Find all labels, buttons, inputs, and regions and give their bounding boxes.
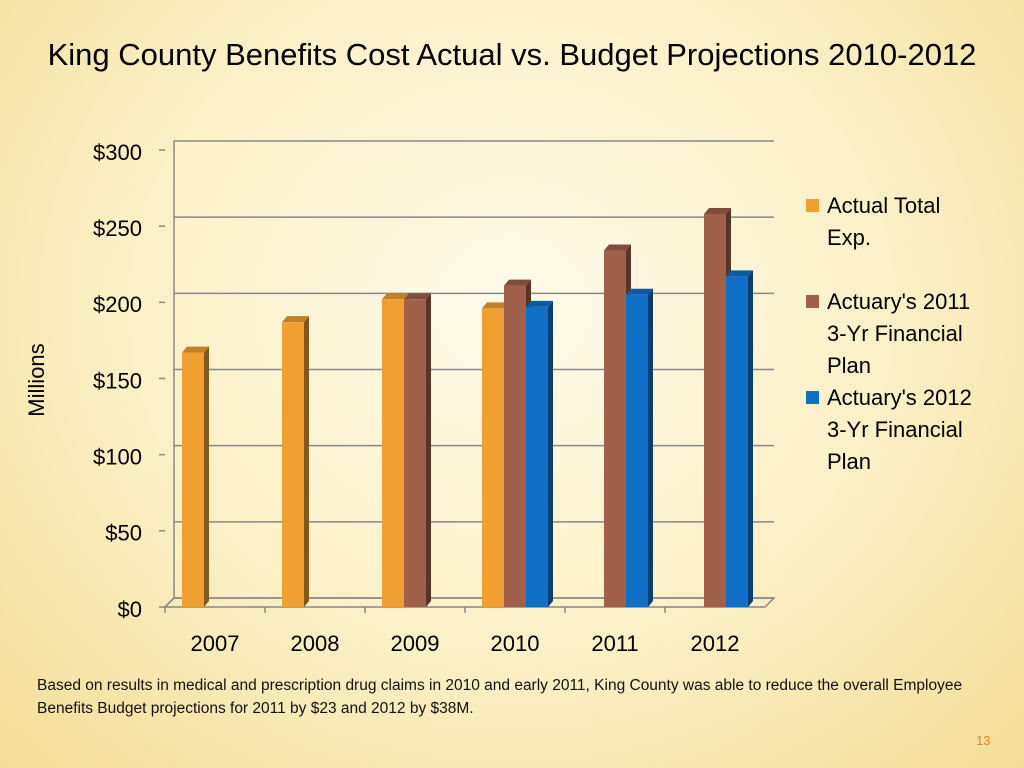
y-tick-label: $50 (105, 521, 142, 546)
legend-swatch (806, 295, 819, 308)
x-tick-label: 2010 (491, 631, 540, 656)
bar-top (726, 270, 753, 277)
legend-item: Actuary's 2011 3-Yr Financial Plan (806, 286, 986, 382)
legend-swatch (806, 199, 819, 212)
bar-side (648, 288, 653, 607)
x-tick-label: 2008 (291, 631, 340, 656)
bar-top (404, 293, 431, 300)
bar-top (626, 288, 653, 295)
bar (526, 306, 548, 607)
legend-label: Actual Total Exp. (827, 193, 941, 250)
bar-top (482, 302, 509, 309)
y-tick-label: $150 (93, 368, 142, 393)
legend-item: Actual Total Exp. (806, 190, 986, 254)
bar (482, 308, 504, 607)
x-tick-label: 2007 (191, 631, 240, 656)
bar (626, 294, 648, 607)
bar-side (548, 300, 553, 607)
legend-swatch (806, 391, 819, 404)
y-tick-label: $0 (118, 597, 142, 622)
bar-top (704, 207, 731, 214)
bar (182, 352, 204, 607)
bar (604, 250, 626, 608)
bar (704, 213, 726, 608)
bar-side (204, 346, 209, 607)
page-number: 13 (976, 733, 991, 748)
bar-top (604, 244, 631, 251)
bar (282, 322, 304, 607)
y-tick-label: $200 (93, 292, 142, 317)
bar (404, 299, 426, 607)
bar-top (282, 316, 309, 323)
y-tick-label: $300 (93, 140, 142, 165)
legend-label: Actuary's 2011 3-Yr Financial Plan (827, 289, 971, 378)
bar-top (382, 293, 409, 300)
bar-top (526, 300, 553, 307)
bar-top (504, 279, 531, 286)
bar-side (426, 293, 431, 607)
bar-side (748, 270, 753, 607)
floor (163, 597, 776, 608)
x-tick-label: 2009 (391, 631, 440, 656)
y-tick-label: $100 (93, 444, 142, 469)
chart-title: King County Benefits Cost Actual vs. Bud… (47, 37, 977, 72)
bar (726, 276, 748, 607)
legend-item: Actuary's 2012 3-Yr Financial Plan (806, 382, 986, 478)
footnote: Based on results in medical and prescrip… (37, 677, 963, 717)
bar-top (182, 346, 209, 353)
bar (382, 299, 404, 607)
bar-side (304, 316, 309, 607)
axis-wall (164, 141, 175, 608)
legend-label: Actuary's 2012 3-Yr Financial Plan (827, 385, 972, 474)
x-tick-label: 2011 (591, 631, 638, 656)
legend: Actual Total Exp. Actuary's 2011 3-Yr Fin… (806, 190, 986, 478)
x-tick-label: 2012 (691, 631, 740, 656)
y-tick-label: $250 (93, 216, 142, 241)
y-axis-label: Millions (24, 343, 49, 416)
bar (504, 285, 526, 607)
